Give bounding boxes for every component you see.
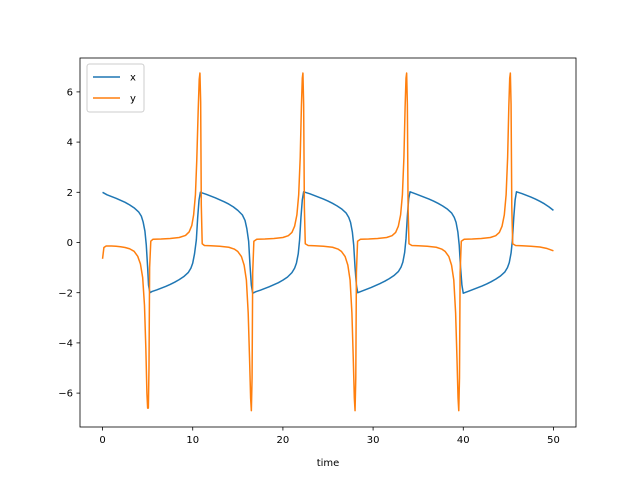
x-tick-label: 40 <box>457 435 470 446</box>
legend-box <box>86 63 145 113</box>
x-tick-label: 30 <box>367 435 380 446</box>
legend-label-y: y <box>130 94 136 105</box>
y-tick-label: 2 <box>67 188 73 199</box>
series-line-x <box>102 191 554 294</box>
x-tick-label: 50 <box>547 435 560 446</box>
y-tick-label: 0 <box>67 238 73 249</box>
legend-label-x: x <box>130 73 136 84</box>
y-tick-label: 6 <box>67 87 73 98</box>
series-line-y <box>101 72 554 412</box>
y-tick-label: 4 <box>67 138 73 149</box>
y-tick-label: −6 <box>58 389 73 400</box>
x-axis-label: time <box>317 458 340 469</box>
x-tick-label: 0 <box>99 435 105 446</box>
y-tick-label: −4 <box>58 339 73 350</box>
x-tick-label: 10 <box>186 435 199 446</box>
y-tick-label: −2 <box>58 288 73 299</box>
x-tick-label: 20 <box>277 435 290 446</box>
legend: xy <box>86 63 145 113</box>
x-axis-ticks: 0 10 20 30 40 50 <box>99 427 560 446</box>
y-axis-ticks: −6 −4 −2 0 2 4 6 <box>58 87 80 400</box>
